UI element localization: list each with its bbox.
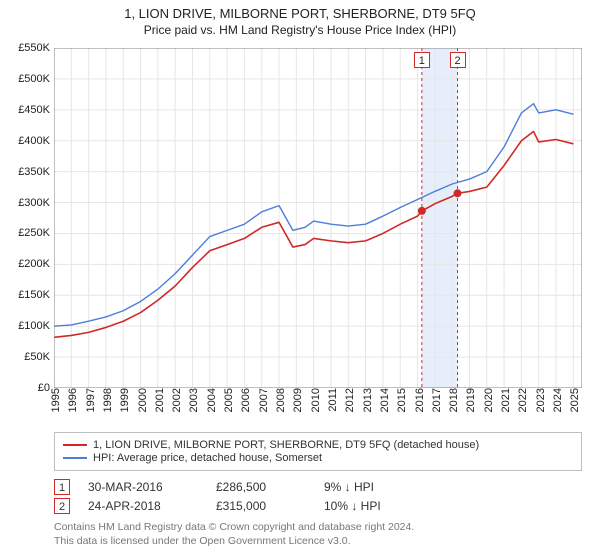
chart-subtitle: Price paid vs. HM Land Registry's House … [0, 23, 600, 37]
x-axis-tick-label: 2001 [154, 388, 166, 412]
y-axis-tick-label: £450K [18, 104, 50, 116]
sale-row: 2 24-APR-2018 £315,000 10% ↓ HPI [54, 498, 582, 514]
y-axis-tick-label: £500K [18, 73, 50, 85]
x-axis-tick-label: 2023 [535, 388, 547, 412]
sale-date: 24-APR-2018 [88, 499, 198, 513]
y-axis-tick-label: £250K [18, 227, 50, 239]
sale-price: £286,500 [216, 480, 306, 494]
legend-item: HPI: Average price, detached house, Some… [63, 452, 573, 464]
sale-badge: 1 [54, 479, 70, 495]
sale-date: 30-MAR-2016 [88, 480, 198, 494]
x-axis-tick-label: 1995 [50, 388, 62, 412]
x-axis-tick-label: 2008 [275, 388, 287, 412]
y-axis-tick-label: £200K [18, 258, 50, 270]
x-axis-tick-label: 2022 [517, 388, 529, 412]
sale-badge: 2 [54, 498, 70, 514]
sale-price: £315,000 [216, 499, 306, 513]
x-axis-tick-label: 2009 [292, 388, 304, 412]
x-axis-tick-label: 2011 [327, 388, 339, 412]
legend-item: 1, LION DRIVE, MILBORNE PORT, SHERBORNE,… [63, 439, 573, 451]
x-axis-tick-label: 2003 [188, 388, 200, 412]
y-axis-tick-label: £50K [24, 351, 50, 363]
legend-swatch [63, 444, 87, 446]
x-axis-tick-label: 1996 [67, 388, 79, 412]
x-axis-tick-label: 2006 [240, 388, 252, 412]
y-axis-tick-label: £150K [18, 289, 50, 301]
x-axis-tick-label: 2024 [552, 388, 564, 412]
legend-label: 1, LION DRIVE, MILBORNE PORT, SHERBORNE,… [93, 439, 479, 451]
line-chart [54, 48, 582, 388]
chart-title: 1, LION DRIVE, MILBORNE PORT, SHERBORNE,… [0, 6, 600, 21]
x-axis-tick-label: 2012 [344, 388, 356, 412]
y-axis-tick-label: £300K [18, 197, 50, 209]
x-axis-tick-label: 1998 [102, 388, 114, 412]
x-axis-tick-label: 2002 [171, 388, 183, 412]
y-axis-tick-label: £0 [38, 382, 50, 394]
x-axis-tick-label: 2019 [465, 388, 477, 412]
footer-line-1: Contains HM Land Registry data © Crown c… [54, 520, 582, 534]
x-axis-tick-label: 2015 [396, 388, 408, 412]
sale-row: 1 30-MAR-2016 £286,500 9% ↓ HPI [54, 479, 582, 495]
x-axis-tick-label: 2007 [258, 388, 270, 412]
x-axis-tick-label: 2021 [500, 388, 512, 412]
y-axis-tick-label: £100K [18, 320, 50, 332]
x-axis-tick-label: 2020 [483, 388, 495, 412]
x-axis-tick-label: 2005 [223, 388, 235, 412]
event-marker-badge: 2 [450, 52, 466, 68]
event-marker-badge: 1 [414, 52, 430, 68]
chart-footer: Contains HM Land Registry data © Crown c… [54, 520, 582, 548]
y-axis-tick-label: £350K [18, 166, 50, 178]
x-axis-tick-label: 1999 [119, 388, 131, 412]
chart-plot-area: £0£50K£100K£150K£200K£250K£300K£350K£400… [54, 48, 582, 388]
sale-delta-vs-hpi: 9% ↓ HPI [324, 480, 414, 494]
x-axis-tick-label: 2014 [379, 388, 391, 412]
chart-legend-panel: 1, LION DRIVE, MILBORNE PORT, SHERBORNE,… [54, 432, 582, 548]
x-axis-tick-label: 1997 [85, 388, 97, 412]
series-legend: 1, LION DRIVE, MILBORNE PORT, SHERBORNE,… [54, 432, 582, 471]
x-axis-tick-label: 2018 [448, 388, 460, 412]
sales-table: 1 30-MAR-2016 £286,500 9% ↓ HPI 2 24-APR-2018… [54, 479, 582, 514]
x-axis-tick-label: 2004 [206, 388, 218, 412]
y-axis-tick-label: £550K [18, 42, 50, 54]
y-axis-tick-label: £400K [18, 135, 50, 147]
sale-delta-vs-hpi: 10% ↓ HPI [324, 499, 414, 513]
x-axis-tick-label: 2013 [362, 388, 374, 412]
x-axis-tick-label: 2017 [431, 388, 443, 412]
legend-label: HPI: Average price, detached house, Some… [93, 452, 322, 464]
legend-swatch [63, 457, 87, 459]
x-axis-tick-label: 2025 [569, 388, 581, 412]
footer-line-2: This data is licensed under the Open Gov… [54, 534, 582, 548]
x-axis-tick-label: 2000 [137, 388, 149, 412]
x-axis-tick-label: 2010 [310, 388, 322, 412]
x-axis-tick-label: 2016 [414, 388, 426, 412]
